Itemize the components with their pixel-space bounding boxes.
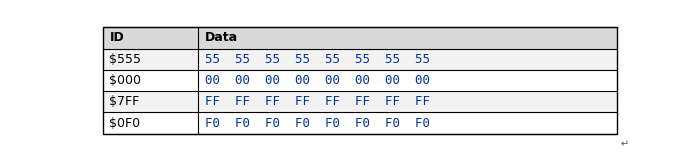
Text: F0  F0  F0  F0  F0  F0  F0  F0: F0 F0 F0 F0 F0 F0 F0 F0 (204, 116, 430, 130)
Text: $0F0: $0F0 (110, 116, 140, 130)
Text: ID: ID (110, 31, 124, 44)
Bar (103, 27, 617, 49)
Bar (103, 27, 617, 134)
Text: $7FF: $7FF (110, 95, 140, 108)
Text: $555: $555 (110, 53, 142, 66)
Bar (103, 49, 617, 70)
Text: ↵: ↵ (620, 140, 628, 150)
Bar (103, 70, 617, 91)
Text: 00  00  00  00  00  00  00  00: 00 00 00 00 00 00 00 00 (204, 74, 430, 87)
Text: 55  55  55  55  55  55  55  55: 55 55 55 55 55 55 55 55 (204, 53, 430, 66)
Bar (103, 91, 617, 112)
Text: $000: $000 (110, 74, 142, 87)
Text: FF  FF  FF  FF  FF  FF  FF  FF: FF FF FF FF FF FF FF FF (204, 95, 430, 108)
Text: Data: Data (204, 31, 238, 44)
Bar (103, 112, 617, 134)
